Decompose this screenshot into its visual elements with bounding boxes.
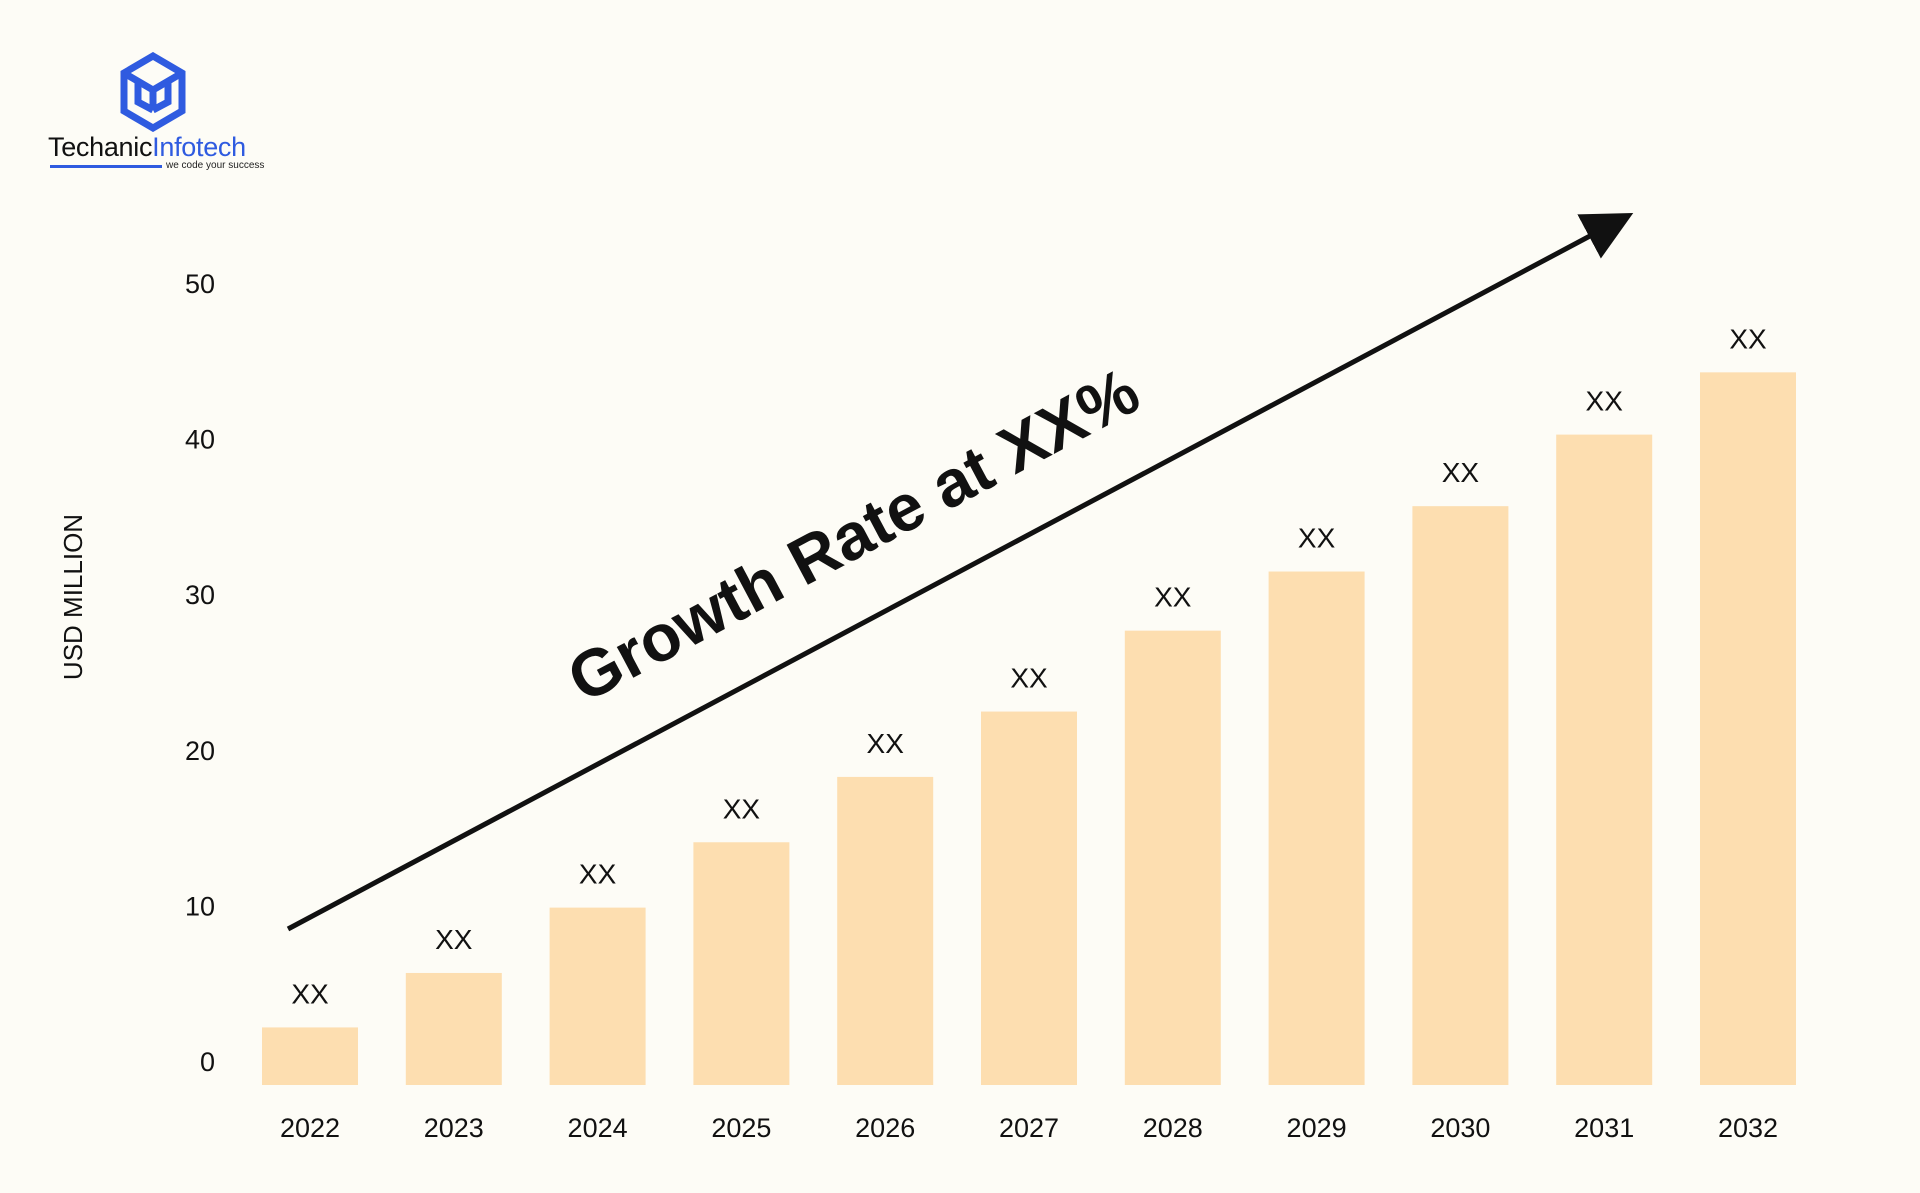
bar-value-label: XX <box>1010 663 1048 694</box>
y-axis-label: USD MILLION <box>58 514 88 680</box>
cube-logo-icon <box>120 52 186 132</box>
bar-value-label: XX <box>435 924 473 955</box>
bar-2025 <box>693 842 790 1085</box>
x-tick-label: 2031 <box>1574 1113 1634 1143</box>
bar-2026 <box>837 776 934 1085</box>
y-tick-label: 30 <box>185 580 215 610</box>
bar-value-label: XX <box>1442 457 1480 488</box>
x-axis: 2022 2023 2024 2025 2026 2027 2028 2029 2030 2031… <box>280 1113 1778 1143</box>
growth-arrow <box>286 212 1634 932</box>
growth-rate-annotation: Growth Rate at XX% <box>556 353 1151 716</box>
bar-2022 <box>262 1027 358 1085</box>
bar-2023 <box>405 972 502 1085</box>
brand-logo: TechanicInfotech we code your success <box>44 52 284 172</box>
bar-2028 <box>1124 630 1221 1085</box>
bar-value-label: XX <box>291 978 329 1009</box>
bar-value-label: XX <box>1586 386 1624 417</box>
x-tick-label: 2023 <box>424 1113 484 1143</box>
x-tick-label: 2026 <box>855 1113 915 1143</box>
y-axis: 0 10 20 30 40 50 <box>185 269 215 1077</box>
bar-value-labels: XX XX XX XX XX XX XX XX XX XX XX <box>291 323 1767 1009</box>
bar-value-label: XX <box>1154 582 1192 613</box>
x-tick-label: 2025 <box>711 1113 771 1143</box>
bar-2024 <box>549 907 646 1085</box>
x-tick-label: 2032 <box>1718 1113 1778 1143</box>
bar-value-label: XX <box>1298 523 1336 554</box>
bar-2029 <box>1268 571 1365 1085</box>
x-tick-label: 2022 <box>280 1113 340 1143</box>
bar-2030 <box>1412 506 1509 1086</box>
bar-value-label: XX <box>579 859 617 890</box>
x-tick-label: 2027 <box>999 1113 1059 1143</box>
x-tick-label: 2028 <box>1143 1113 1203 1143</box>
bar-2031 <box>1556 434 1653 1085</box>
y-tick-label: 50 <box>185 269 215 299</box>
bar-2027 <box>981 711 1077 1085</box>
y-tick-label: 0 <box>200 1047 215 1077</box>
y-tick-label: 10 <box>185 891 215 921</box>
brand-name: TechanicInfotech <box>48 132 246 163</box>
bar-value-label: XX <box>1729 323 1767 354</box>
x-tick-label: 2029 <box>1287 1113 1347 1143</box>
bars <box>262 372 1796 1086</box>
bar-value-label: XX <box>723 793 761 824</box>
brand-name-part1: Techanic <box>48 132 153 162</box>
x-tick-label: 2030 <box>1430 1113 1490 1143</box>
bar-2032 <box>1700 372 1796 1085</box>
bar-value-label: XX <box>867 728 905 759</box>
y-tick-label: 20 <box>185 736 215 766</box>
brand-tagline: we code your success <box>166 160 265 171</box>
brand-name-part2: Infotech <box>152 132 246 162</box>
y-tick-label: 40 <box>185 425 215 455</box>
brand-underline <box>50 165 162 168</box>
x-tick-label: 2024 <box>568 1113 628 1143</box>
